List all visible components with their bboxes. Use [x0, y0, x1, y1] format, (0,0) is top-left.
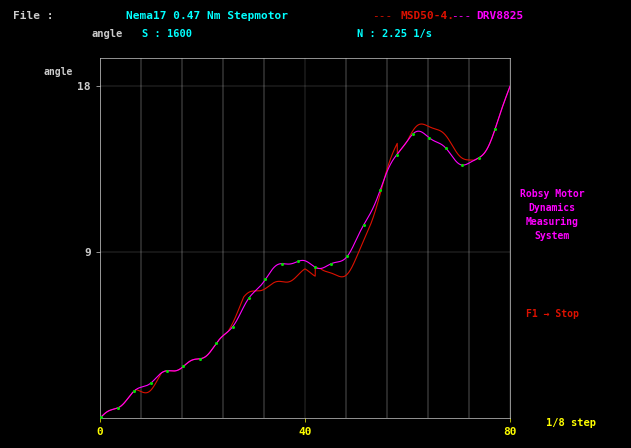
Text: Robsy Motor
Dynamics
Measuring
System: Robsy Motor Dynamics Measuring System	[520, 189, 584, 241]
Text: ---: ---	[451, 11, 471, 21]
Point	[277, 260, 287, 267]
Text: File :: File :	[13, 11, 53, 21]
Point	[474, 154, 484, 161]
Text: S : 1600: S : 1600	[142, 29, 192, 39]
Point	[244, 294, 254, 302]
Point	[425, 134, 435, 142]
Text: angle: angle	[43, 67, 73, 77]
Point	[293, 258, 304, 265]
Text: 1/8 step: 1/8 step	[546, 418, 596, 428]
Text: F1 → Stop: F1 → Stop	[526, 309, 579, 319]
Text: ---: ---	[372, 11, 392, 21]
Text: N : 2.25 1/s: N : 2.25 1/s	[357, 29, 432, 39]
Point	[408, 130, 418, 138]
Text: MSD50-4.: MSD50-4.	[401, 11, 455, 21]
Point	[113, 405, 123, 412]
Text: angle: angle	[91, 29, 123, 39]
Point	[195, 355, 205, 362]
Point	[490, 125, 500, 133]
Point	[211, 340, 221, 347]
Point	[129, 388, 139, 395]
Point	[343, 253, 353, 260]
Point	[179, 363, 189, 370]
Point	[261, 276, 271, 283]
Point	[228, 323, 238, 330]
Point	[375, 186, 386, 194]
Point	[457, 161, 468, 168]
Point	[97, 413, 107, 420]
Text: Nema17 0.47 Nm Stepmotor: Nema17 0.47 Nm Stepmotor	[126, 11, 288, 21]
Point	[146, 379, 156, 387]
Point	[392, 151, 402, 159]
Point	[310, 263, 320, 271]
Point	[441, 145, 451, 152]
Point	[359, 221, 369, 228]
Point	[326, 260, 336, 267]
Text: DRV8825: DRV8825	[476, 11, 524, 21]
Point	[162, 367, 172, 375]
